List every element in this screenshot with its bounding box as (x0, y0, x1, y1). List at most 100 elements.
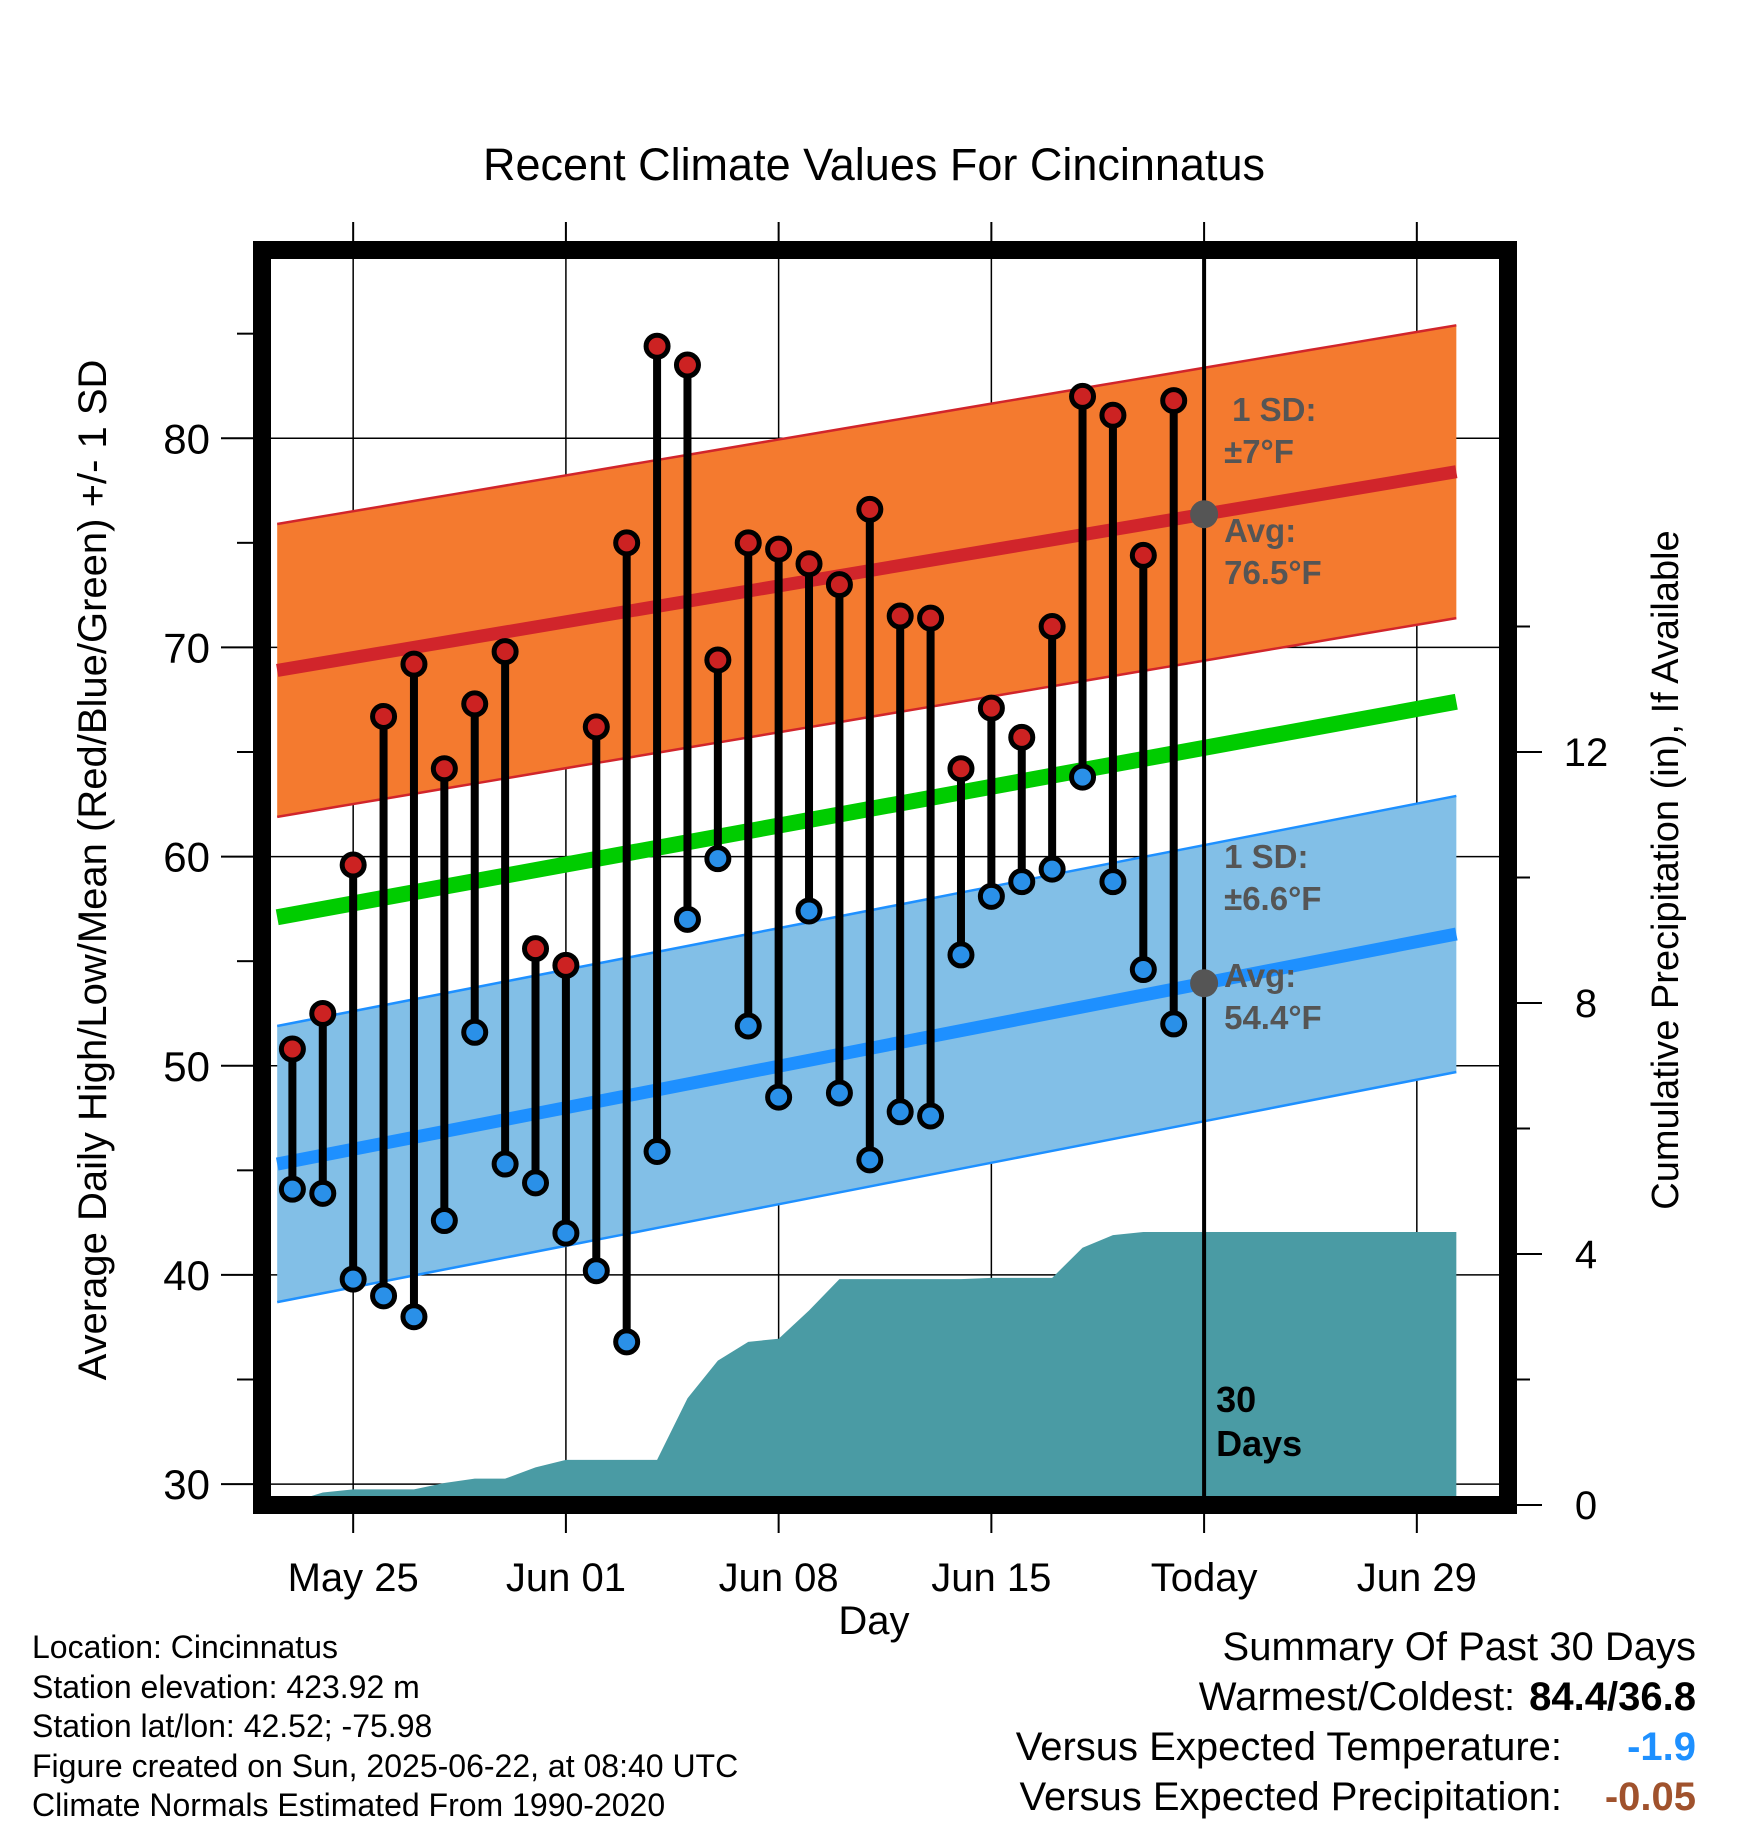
station-info: Location: Cincinnatus Station elevation:… (32, 1628, 738, 1826)
x-tick-label: Jun 29 (1357, 1556, 1477, 1600)
daily-low-point (582, 1257, 610, 1285)
daily-high-point (1038, 613, 1066, 640)
daily-high-point (947, 755, 975, 783)
daily-low-point (825, 1079, 853, 1107)
daily-high-point (370, 702, 398, 730)
daily-high-point (491, 638, 519, 666)
summary-panel: Summary Of Past 30 Days Warmest/Coldest:… (1016, 1622, 1696, 1822)
daily-low-point (309, 1179, 337, 1207)
daily-low-point (1099, 868, 1127, 896)
daily-high-point (1160, 387, 1188, 415)
daily-low-point (673, 905, 701, 933)
low-sd-label: 1 SD: (1224, 838, 1308, 875)
temp-label: Versus Expected Temperature: (1015, 1725, 1562, 1769)
daily-high-point (461, 690, 489, 718)
y-tick-label: 50 (163, 1043, 210, 1090)
daily-low-point (278, 1175, 306, 1203)
daily-high-point (977, 694, 1005, 722)
high-sd-value: ±7°F (1224, 433, 1294, 470)
daily-low-point (886, 1098, 914, 1126)
daily-high-point (917, 604, 945, 632)
daily-low-point (795, 897, 823, 925)
x-tick-label: Jun 01 (506, 1556, 626, 1600)
low-avg-value: 54.4°F (1224, 999, 1322, 1036)
today-low-avg-marker (1190, 969, 1219, 998)
daily-low-point (856, 1146, 884, 1174)
daily-low-point (552, 1219, 580, 1247)
daily-high-point (673, 351, 701, 379)
y-tick-label: 30 (163, 1461, 210, 1508)
y-axis-label: Average Daily High/Low/Mean (Red/Blue/Gr… (71, 360, 115, 1381)
today-high-avg-marker (1190, 500, 1219, 529)
elevation-text: Station elevation: 423.92 m (32, 1668, 420, 1705)
precip-anomaly-value: -0.05 (1604, 1775, 1696, 1819)
daily-low-point (1129, 956, 1157, 984)
daily-high-point (795, 550, 823, 578)
daily-high-point (1008, 723, 1036, 751)
daily-high-point (1129, 541, 1157, 569)
y-tick-label: 70 (163, 624, 210, 671)
summary-heading: Summary Of Past 30 Days (1222, 1625, 1696, 1669)
created-text: Figure created on Sun, 2025-06-22, at 08… (32, 1747, 739, 1784)
normal-high-band-upper (276, 324, 1457, 526)
daily-low-point (1008, 868, 1036, 896)
high-avg-label: Avg: (1224, 512, 1296, 549)
summary-precip-row: Versus Expected Precipitation: -0.05 (1016, 1772, 1696, 1822)
temp-anomaly-value: -1.9 (1627, 1725, 1696, 1769)
daily-low-point (917, 1102, 945, 1130)
warm-cold-label: Warmest/Coldest: (1198, 1675, 1516, 1719)
daily-low-point (643, 1138, 671, 1166)
daily-high-point (582, 713, 610, 741)
daily-high-point (856, 495, 884, 523)
window-label-number: 30 (1216, 1379, 1256, 1420)
daily-high-point (278, 1035, 306, 1063)
y2-tick-label: 4 (1575, 1233, 1597, 1277)
high-avg-value: 76.5°F (1224, 554, 1322, 591)
daily-high-point (734, 529, 762, 557)
daily-low-point (430, 1207, 458, 1235)
y2-tick-label: 8 (1575, 982, 1597, 1026)
x-axis-label: Day (838, 1599, 909, 1643)
daily-high-point (613, 529, 641, 557)
x-tick-label: May 25 (288, 1556, 419, 1600)
plot-frame (253, 241, 1517, 1514)
normals-text: Climate Normals Estimated From 1990-2020 (32, 1787, 666, 1823)
y-tick-label: 40 (163, 1252, 210, 1299)
high-sd-label: 1 SD: (1232, 391, 1316, 428)
daily-low-point (947, 941, 975, 969)
daily-low-point (1069, 763, 1097, 791)
summary-temp-row: Versus Expected Temperature: -1.9 (1016, 1722, 1696, 1772)
y2-tick-label: 0 (1575, 1484, 1597, 1528)
y-tick-label: 60 (163, 834, 210, 881)
daily-high-point (552, 951, 580, 979)
daily-high-point (400, 650, 428, 678)
daily-high-point (430, 755, 458, 783)
daily-high-point (1099, 401, 1127, 429)
daily-high-point (765, 535, 793, 563)
daily-low-point (734, 1012, 762, 1040)
daily-low-point (400, 1303, 428, 1331)
x-tick-label: Jun 15 (931, 1556, 1051, 1600)
daily-low-point (491, 1150, 519, 1178)
latlon-text: Station lat/lon: 42.52; -75.98 (32, 1708, 433, 1744)
daily-high-point (522, 935, 550, 963)
daily-high-point (886, 602, 914, 630)
warm-cold-value: 84.4/36.8 (1529, 1675, 1696, 1719)
window-label-days: Days (1216, 1423, 1302, 1464)
daily-high-point (309, 999, 337, 1027)
daily-high-point (643, 332, 671, 360)
plot-area (262, 250, 1508, 1505)
daily-low-point (977, 882, 1005, 910)
low-sd-value: ±6.6°F (1224, 880, 1321, 917)
daily-low-point (522, 1169, 550, 1197)
daily-low-point (339, 1265, 367, 1293)
daily-low-point (613, 1328, 641, 1356)
daily-high-point (825, 571, 853, 599)
daily-low-point (370, 1282, 398, 1310)
chart-title: Recent Climate Values For Cincinnatus (483, 139, 1265, 190)
daily-low-point (461, 1018, 489, 1046)
summary-warm-cold-row: Warmest/Coldest: 84.4/36.8 (1016, 1672, 1696, 1722)
low-avg-label: Avg: (1224, 957, 1296, 994)
precip-area (277, 1232, 1457, 1505)
